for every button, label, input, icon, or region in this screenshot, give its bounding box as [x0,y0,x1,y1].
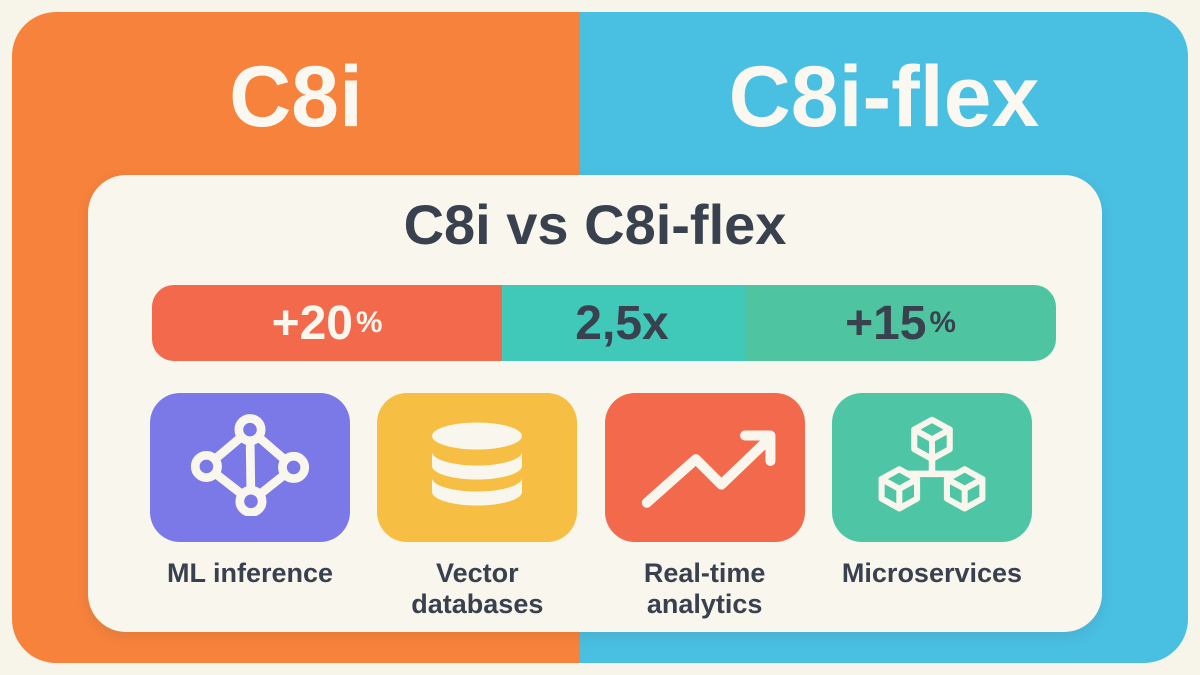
ml-inference-tile [150,393,350,542]
feature-real-time-analytics: Real-time analytics [604,393,805,620]
feature-label: Microservices [841,558,1023,588]
database-icon [427,421,527,514]
stat-value: 2,5x [575,296,669,350]
linked-cubes-icon [862,414,1002,522]
feature-label: Real-time analytics [643,558,766,620]
panel-title-c8i-flex: C8i-flex [728,49,1040,145]
stat-suffix: % [355,306,383,339]
stat-badge-1: +20% [152,285,502,361]
comparison-card: C8i vs C8i-flex +20% 2,5x +15% [88,175,1102,632]
feature-row: ML inference Vector databases [150,393,1032,620]
stat-bar: +20% 2,5x +15% [152,285,1056,361]
network-nodes-icon [187,414,313,521]
stat-suffix: % [929,306,956,339]
card-title: C8i vs C8i-flex [403,193,787,256]
stat-value: +15 [845,296,927,350]
stat-badge-3: +15% [745,285,1056,361]
feature-vector-databases: Vector databases [377,393,578,620]
microservices-tile [831,393,1032,542]
trend-up-arrow-icon [625,408,785,528]
feature-label: Vector databases [411,558,544,620]
real-time-analytics-tile [604,393,805,542]
panel-title-c8i: C8i [229,49,363,145]
feature-ml-inference: ML inference [150,393,350,620]
vector-databases-tile [377,393,578,542]
stat-value: +20 [271,296,353,350]
stat-badge-2: 2,5x [502,285,745,361]
feature-label: ML inference [166,558,334,588]
feature-microservices: Microservices [831,393,1032,620]
